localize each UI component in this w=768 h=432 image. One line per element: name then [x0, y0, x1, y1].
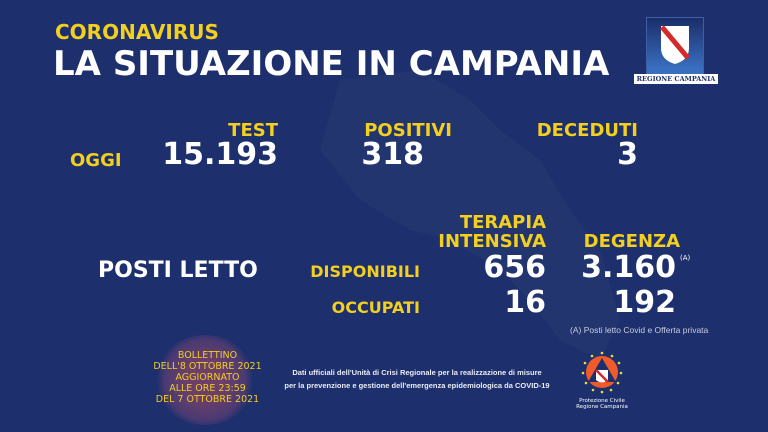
degenza-occupati-value: 192	[613, 285, 676, 320]
ti-disponibili-value: 656	[483, 250, 546, 285]
bulletin-info: BOLLETTINO DELL'8 OTTOBRE 2021 AGGIORNAT…	[145, 350, 270, 405]
degenza-disponibili-value: 3.160	[581, 250, 676, 285]
protezione-civile-logo: Protezione Civile Regione Campania	[572, 350, 632, 410]
page-title: LA SITUAZIONE IN CAMPANIA	[53, 44, 610, 84]
disponibili-label: DISPONIBILI	[310, 262, 420, 281]
beds-label: POSTI LETTO	[98, 258, 258, 283]
regione-campania-logo: REGIONE CAMPANIA	[634, 17, 718, 84]
civil-protection-label: Regione Campania	[576, 404, 628, 410]
coat-of-arms-icon	[660, 25, 690, 64]
source-note: Dati ufficiali dell'Unità di Crisi Regio…	[282, 366, 552, 392]
today-label: OGGI	[70, 150, 122, 171]
ti-occupati-value: 16	[504, 285, 546, 320]
civil-protection-label: Protezione Civile	[579, 398, 625, 404]
deceduti-label: DECEDUTI	[536, 120, 638, 141]
positivi-label: POSITIVI	[364, 120, 452, 141]
beds-footnote: (A) Posti letto Covid e Offerta privata	[570, 325, 709, 335]
bulletin-line: BOLLETTINO	[177, 350, 238, 361]
positivi-value: 318	[361, 137, 424, 172]
bulletin-line: AGGIORNATO	[175, 372, 240, 383]
subtitle: CORONAVIRUS	[55, 20, 219, 44]
bulletin-line: DEL 7 OTTOBRE 2021	[155, 394, 260, 405]
bulletin-line: ALLE ORE 23:59	[169, 383, 246, 394]
deceduti-value: 3	[617, 137, 638, 172]
source-note-line: Dati ufficiali dell'Unità di Crisi Regio…	[292, 368, 542, 377]
test-value: 15.193	[162, 137, 278, 172]
virus-icon	[155, 335, 255, 425]
test-label: TEST	[228, 120, 278, 141]
degenza-note-marker: (A)	[680, 254, 691, 262]
degenza-label: DEGENZA	[583, 231, 680, 252]
ti-label-1: TERAPIA	[459, 212, 546, 233]
campania-map-silhouette	[320, 70, 620, 360]
ti-label-2: INTENSIVA	[438, 231, 546, 252]
logo-label: REGIONE CAMPANIA	[634, 74, 718, 84]
source-note-line: per la prevenzione e gestione dell'emerg…	[284, 381, 550, 390]
bulletin-line: DELL'8 OTTOBRE 2021	[153, 361, 262, 372]
occupati-label: OCCUPATI	[331, 298, 420, 317]
civil-protection-icon	[581, 351, 623, 394]
